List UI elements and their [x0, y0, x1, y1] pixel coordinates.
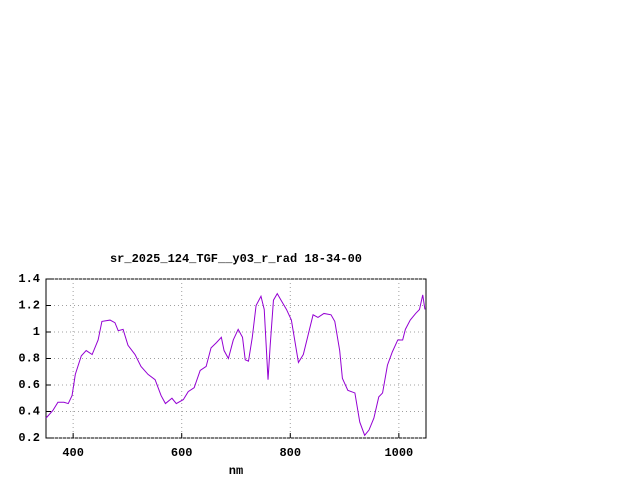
x-tick-label: 600 [171, 446, 193, 460]
x-tick-label: 1000 [384, 446, 413, 460]
data-line [45, 292, 426, 437]
y-tick-label: 0.2 [18, 431, 40, 445]
x-axis-label: nm [229, 464, 243, 478]
y-tick-label: 0.4 [18, 405, 40, 419]
x-tick-label: 800 [279, 446, 301, 460]
y-tick-label: 1.2 [18, 299, 40, 313]
y-tick-label: 0.6 [18, 378, 40, 392]
y-tick-label: 0.8 [18, 352, 40, 366]
x-tick-label: 400 [62, 446, 84, 460]
y-tick-label: 1 [33, 325, 40, 339]
y-tick-label: 1.4 [18, 272, 40, 286]
chart-title: sr_2025_124_TGF__y03_r_rad 18-34-00 [110, 252, 362, 266]
